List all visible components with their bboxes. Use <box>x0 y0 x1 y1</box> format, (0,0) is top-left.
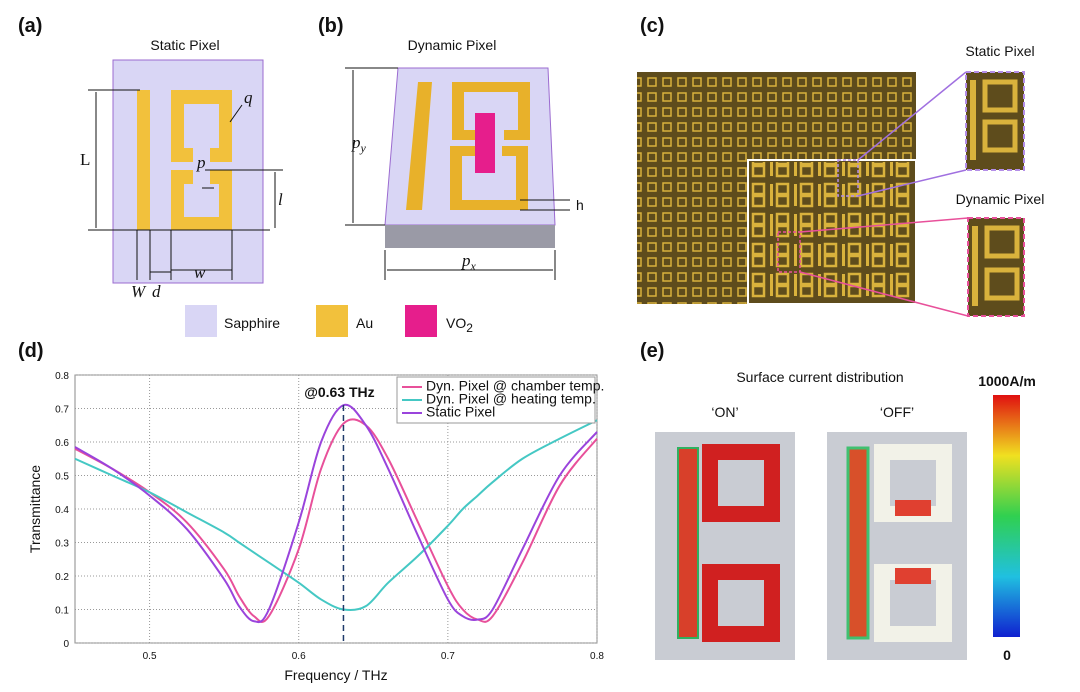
gold-ring <box>452 82 530 140</box>
current-bar <box>677 447 699 639</box>
dim-label: w <box>194 263 206 282</box>
state-label: ‘ON’ <box>711 404 738 420</box>
dim-label: q <box>244 88 253 107</box>
panel-title: Dynamic Pixel <box>408 37 497 53</box>
x-tick-label: 0.6 <box>292 651 306 662</box>
panel-title: Static Pixel <box>150 37 219 53</box>
panel-c: (c) Static Pixel Dynamic Pixel <box>637 15 1045 317</box>
zoom-line <box>799 217 969 233</box>
dimension-lines <box>88 89 283 280</box>
gold-bar <box>137 90 150 230</box>
zoom-line <box>857 169 967 197</box>
colorbar <box>993 395 1020 637</box>
dimension-lines <box>345 67 570 280</box>
current-ring <box>702 564 780 642</box>
x-axis-label: Frequency / THz <box>284 667 387 683</box>
state-label: ‘OFF’ <box>880 404 914 420</box>
zoom-line <box>799 271 969 317</box>
dim-main: p <box>461 251 471 270</box>
legend-label: Dyn. Pixel @ chamber temp. <box>426 378 604 394</box>
swatch <box>316 305 348 337</box>
panel-d: (d) Transmittance Frequency / THz 0 0.1 0.… <box>18 340 604 683</box>
panel-label: (e) <box>640 340 664 362</box>
series-line <box>74 418 598 623</box>
inset-label: Static Pixel <box>965 43 1034 59</box>
gold-ring <box>984 267 1020 301</box>
current-ring <box>702 444 780 522</box>
x-tick-label: 0.7 <box>441 651 455 662</box>
current-hotspot <box>895 568 931 584</box>
select-box <box>837 159 859 197</box>
dim-label: d <box>152 282 161 301</box>
dynamic-pattern <box>750 162 914 302</box>
dim-label: py <box>351 133 367 155</box>
y-tick-label: 0 <box>63 639 69 650</box>
panel-label: (c) <box>640 15 664 37</box>
panel-b: (b) Dynamic Pixel py px h <box>318 15 584 280</box>
panel-e: (e) Surface current distribution ‘ON’ ‘O… <box>640 340 1036 663</box>
y-tick-label: 0.3 <box>55 539 69 550</box>
gold-ring <box>171 170 232 230</box>
dim-label: W <box>131 282 147 301</box>
panel-label: (b) <box>318 15 344 37</box>
dim-main: p <box>351 133 361 152</box>
x-tick-label: 0.5 <box>143 651 157 662</box>
y-axis-label: Transmittance <box>27 465 43 553</box>
material-label: Au <box>356 315 373 331</box>
panel-label: (a) <box>18 15 42 37</box>
dim-label: p <box>196 153 206 172</box>
y-tick-label: 0.5 <box>55 472 69 483</box>
substrate-side <box>385 225 555 248</box>
gold-bar <box>406 82 432 210</box>
material-label: Sapphire <box>224 315 280 331</box>
gold-ring <box>982 79 1018 113</box>
legend-label: Dyn. Pixel @ heating temp. <box>426 391 596 407</box>
y-tick-label: 0.8 <box>55 371 69 382</box>
annotation: @0.63 THz <box>304 384 374 400</box>
y-tick-label: 0.2 <box>55 572 69 583</box>
swatch <box>405 305 437 337</box>
panel-title: Surface current distribution <box>736 369 903 385</box>
dim-label: L <box>80 150 90 169</box>
material-sub: 2 <box>466 321 473 335</box>
y-tick-label: 0.4 <box>55 505 69 516</box>
panel-a: (a) Static Pixel L q p l W d w <box>18 15 283 301</box>
colorbar-max: 1000A/m <box>978 373 1036 389</box>
material-label: VO2 <box>446 315 473 335</box>
y-tick-label: 0.1 <box>55 606 69 617</box>
legend-label: Static Pixel <box>426 404 495 420</box>
legend-box <box>396 376 596 424</box>
zoom-line <box>857 71 967 161</box>
gold-ring <box>982 119 1018 153</box>
y-tick-label: 0.6 <box>55 438 69 449</box>
material-main: VO <box>446 315 466 331</box>
current-hotspot <box>895 500 931 516</box>
gold-ring <box>171 90 232 162</box>
swatch <box>185 305 217 337</box>
dim-label: h <box>576 197 584 213</box>
current-bar <box>846 446 870 640</box>
x-tick-label: 0.8 <box>590 651 604 662</box>
colorbar-min: 0 <box>1003 647 1011 663</box>
gold-ring <box>984 225 1020 259</box>
dim-sub: y <box>360 141 367 155</box>
panel-label: (d) <box>18 340 44 362</box>
vo2-patch <box>475 113 495 173</box>
dim-sub: x <box>470 259 477 273</box>
dim-label: l <box>278 190 283 209</box>
gold-bar <box>972 226 978 306</box>
select-box <box>777 231 801 273</box>
gold-bar <box>970 80 976 160</box>
dim-label: px <box>461 251 477 273</box>
material-legend: Sapphire Au VO2 <box>185 305 473 337</box>
inset-label: Dynamic Pixel <box>956 191 1045 207</box>
gold-ring <box>450 146 528 210</box>
y-tick-label: 0.7 <box>55 405 69 416</box>
